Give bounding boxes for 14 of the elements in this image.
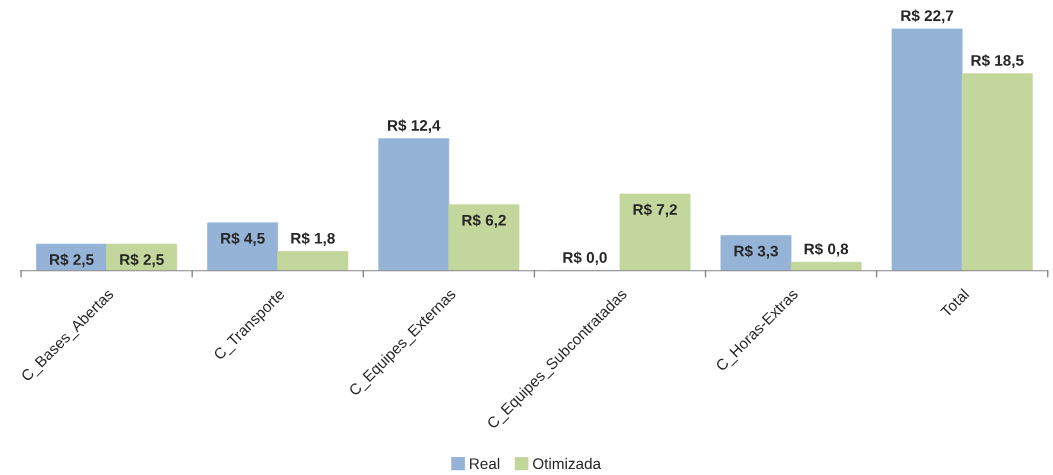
data-label: R$ 2,5 <box>120 253 164 268</box>
data-label: R$ 4,5 <box>221 232 265 246</box>
legend-label: Otimizada <box>532 457 602 470</box>
data-label: R$ 22,7 <box>901 9 954 24</box>
data-label: R$ 0,8 <box>804 242 849 257</box>
data-label: R$ 2,5 <box>50 253 94 268</box>
data-label: R$ 12,4 <box>388 119 441 134</box>
data-label: R$ 1,8 <box>291 232 335 246</box>
data-label: R$ 7,2 <box>633 203 677 218</box>
data-label: R$ 3,3 <box>734 245 778 259</box>
data-label: R$ 0,0 <box>563 251 607 266</box>
data-label: R$ 6,2 <box>462 214 506 228</box>
legend-label: Real <box>470 457 500 470</box>
data-label: R$ 18,5 <box>971 54 1024 69</box>
